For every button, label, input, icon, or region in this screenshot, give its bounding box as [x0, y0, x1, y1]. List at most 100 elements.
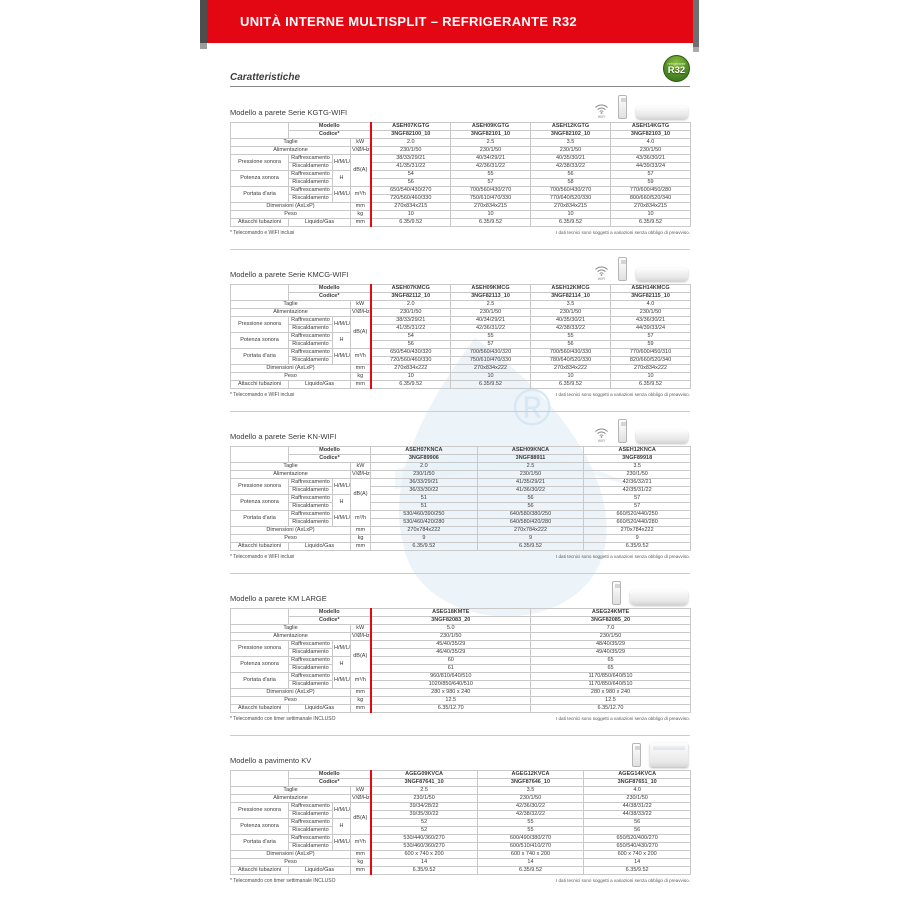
row-label-attacchi: Attacchi tubazioni [230, 866, 289, 875]
row-label-portata-aria: Portata d'aria [230, 186, 289, 203]
unit-label: kW [349, 462, 372, 471]
model-name: ASEH07KMCG [369, 284, 451, 293]
portata-raffrescamento-value: 530/440/360/270 [369, 834, 478, 843]
header-band-title: UNITÀ INTERNE MULTISPLIT – REFRIGERANTE … [240, 14, 577, 29]
row-label-alimentazione: Alimentazione [230, 794, 351, 803]
remote-icon [632, 743, 641, 767]
model-code: 3NGF82083_20 [369, 616, 531, 625]
potenza-riscaldamento-value: 65 [530, 664, 691, 673]
table-row: Pressione sonoraRaffrescamentoH/M/L/QdB(… [230, 154, 691, 187]
sub-label-riscaldamento: Riscaldamento [288, 356, 333, 365]
footnotes: * Telecomando e WIFI inclusi I dati tecn… [230, 554, 690, 560]
attacchi-value: 6.35/9.52 [370, 542, 478, 551]
row-label-attacchi: Attacchi tubazioni [230, 380, 289, 389]
footnotes: * Telecomando e WIFI inclusi I dati tecn… [230, 230, 690, 236]
unit-label: mm [350, 218, 371, 227]
attacchi-value: 6.35/9.52 [530, 380, 611, 389]
dimensioni-value: 270x784x222 [370, 526, 478, 535]
potenza-riscaldamento-value: 59 [610, 178, 691, 187]
peso-value: 12.5 [530, 696, 691, 705]
model-code: 3NGF82113_10 [450, 292, 531, 301]
table-row: Peso kg 14 14 14 [230, 858, 691, 867]
wall-unit-image [636, 106, 688, 119]
taglie-value: 7.0 [530, 624, 691, 633]
pressione-riscaldamento-value: 49/40/35/29 [530, 648, 691, 657]
table-row: Riscaldamento 530/460/360/270 600/510/410/… [231, 842, 691, 851]
row-label-pressione-sonora: Pressione sonora [230, 316, 289, 333]
footnotes: * Telecomando con timer settimanale INCL… [230, 716, 690, 722]
table-row: Riscaldamento 39/35/30/22 42/38/32/22 44/38… [231, 810, 691, 819]
potenza-riscaldamento-value: 57 [583, 502, 691, 511]
portata-raffrescamento-value: 660/520/440/250 [583, 510, 691, 519]
alimentazione-value: 230/1/50 [450, 308, 531, 317]
table-row: Riscaldamento 1020/850/640/510 1170/850/64… [231, 680, 691, 689]
model-name: AGEG12KVCA [476, 770, 585, 779]
potenza-riscaldamento-value: 51 [370, 502, 478, 511]
dimensioni-value: 270x834x222 [450, 364, 531, 373]
section-title: Modello a parete Serie KN-WIFI [230, 432, 337, 441]
hmlq-label: H/M/L/Q [332, 834, 351, 851]
table-row: Peso kg 10 10 10 10 [230, 210, 691, 219]
model-name: AGEG09KVCA [369, 770, 478, 779]
section-title: Modello a parete Serie KGTG-WIFI [230, 108, 348, 117]
table-row: Portata d'ariaRaffrescamentoH/M/L/Qm³/h9… [230, 672, 691, 689]
attacchi-value: 6.35/9.52 [369, 218, 451, 227]
potenza-riscaldamento-value: 59 [610, 340, 691, 349]
table-row: Codice* 3NGF82083_20 3NGF82085_20 [231, 616, 691, 625]
modello-header: Modello [288, 284, 371, 293]
band-left-accent [200, 0, 207, 43]
peso-value: 10 [530, 372, 611, 381]
model-name: ASEG24KMTE [530, 608, 691, 617]
portata-riscaldamento-value: 530/460/420/280 [370, 518, 478, 527]
section-head: Modello a pavimento KV [230, 743, 690, 767]
portata-riscaldamento-value: 530/460/360/270 [369, 842, 478, 851]
pressione-raffrescamento-value: 38/33/29/21 [369, 316, 451, 325]
hmlq-label: H/M/L/Q [332, 802, 351, 819]
taglie-value: 4.0 [583, 786, 691, 795]
model-code: 3NGF87646_10 [476, 778, 585, 787]
footnote-right: I dati tecnici sono soggetti a variazion… [555, 716, 690, 721]
portata-riscaldamento-value: 770/640/520/330 [530, 194, 611, 203]
pressione-raffrescamento-value: 36/33/29/21 [370, 478, 478, 487]
model-name: ASEH09KGTG [450, 122, 531, 131]
table-row: Attacchi tubazioni Liquido/Gas mm 6.35/9.52… [230, 380, 691, 389]
row-label-portata-aria: Portata d'aria [230, 834, 289, 851]
table-row: Riscaldamento 56 57 56 59 [231, 340, 691, 349]
table-row: Potenza sonora Raffrescamento H 52 55 56 [230, 818, 691, 835]
table-row: Attacchi tubazioni Liquido/Gas mm 6.35/9.52… [230, 218, 691, 227]
taglie-value: 4.0 [610, 300, 691, 309]
dimensioni-value: 270x784x222 [476, 526, 585, 535]
sub-label-riscaldamento: Riscaldamento [288, 664, 333, 673]
attacchi-value: 6.35/9.52 [369, 380, 451, 389]
potenza-raffrescamento-value: 60 [369, 656, 531, 665]
section-km-large: Modello a parete KM LARGE Modello ASEG18K… [230, 573, 691, 722]
sub-label-raffrescamento: Raffrescamento [288, 332, 333, 341]
pressione-riscaldamento-value: 41/36/30/22 [476, 486, 585, 495]
unit-label: kg [349, 534, 372, 543]
spec-table: Modello ASEH07KMCG ASEH09KMCG ASEH12KMCG ASE… [230, 284, 691, 389]
sub-label-riscaldamento: Riscaldamento [288, 648, 333, 657]
table-row: Dimensioni (AxLxP) mm 270x784x222 270x784x2… [230, 526, 691, 535]
section-head: Modello a parete Serie KGTG-WIFI WIFI [230, 95, 690, 119]
alimentazione-value: 230/1/50 [530, 146, 611, 155]
attacchi-value: 6.35/9.52 [476, 866, 585, 875]
potenza-raffrescamento-value: 56 [530, 170, 611, 179]
row-label-attacchi: Attacchi tubazioni [230, 704, 289, 713]
footnotes: * Telecomando con timer settimanale INCL… [230, 878, 690, 884]
alimentazione-value: 230/1/50 [610, 146, 691, 155]
unit-label: mm [350, 688, 371, 697]
table-row: Riscaldamento 41/35/31/22 42/36/31/22 42/38… [231, 162, 691, 171]
attacchi-value: 6.35/9.52 [610, 218, 691, 227]
pressione-riscaldamento-value: 42/36/31/22 [450, 162, 531, 171]
footnote-right: I dati tecnici sono soggetti a variazion… [555, 878, 690, 883]
h-label: H [332, 818, 351, 835]
pressione-riscaldamento-value: 46/40/35/29 [369, 648, 531, 657]
unit-label: mm [350, 704, 371, 713]
portata-raffrescamento-value: 600/490/380/270 [476, 834, 585, 843]
table-row: Riscaldamento 52 55 56 [231, 826, 691, 835]
unit-label: m³/h [350, 834, 371, 851]
hmlq-label: H/M/L/Q [332, 316, 351, 333]
codice-header: Codice* [287, 454, 372, 463]
modello-header: Modello [288, 608, 371, 617]
pressione-riscaldamento-value: 44/38/33/22 [583, 810, 691, 819]
